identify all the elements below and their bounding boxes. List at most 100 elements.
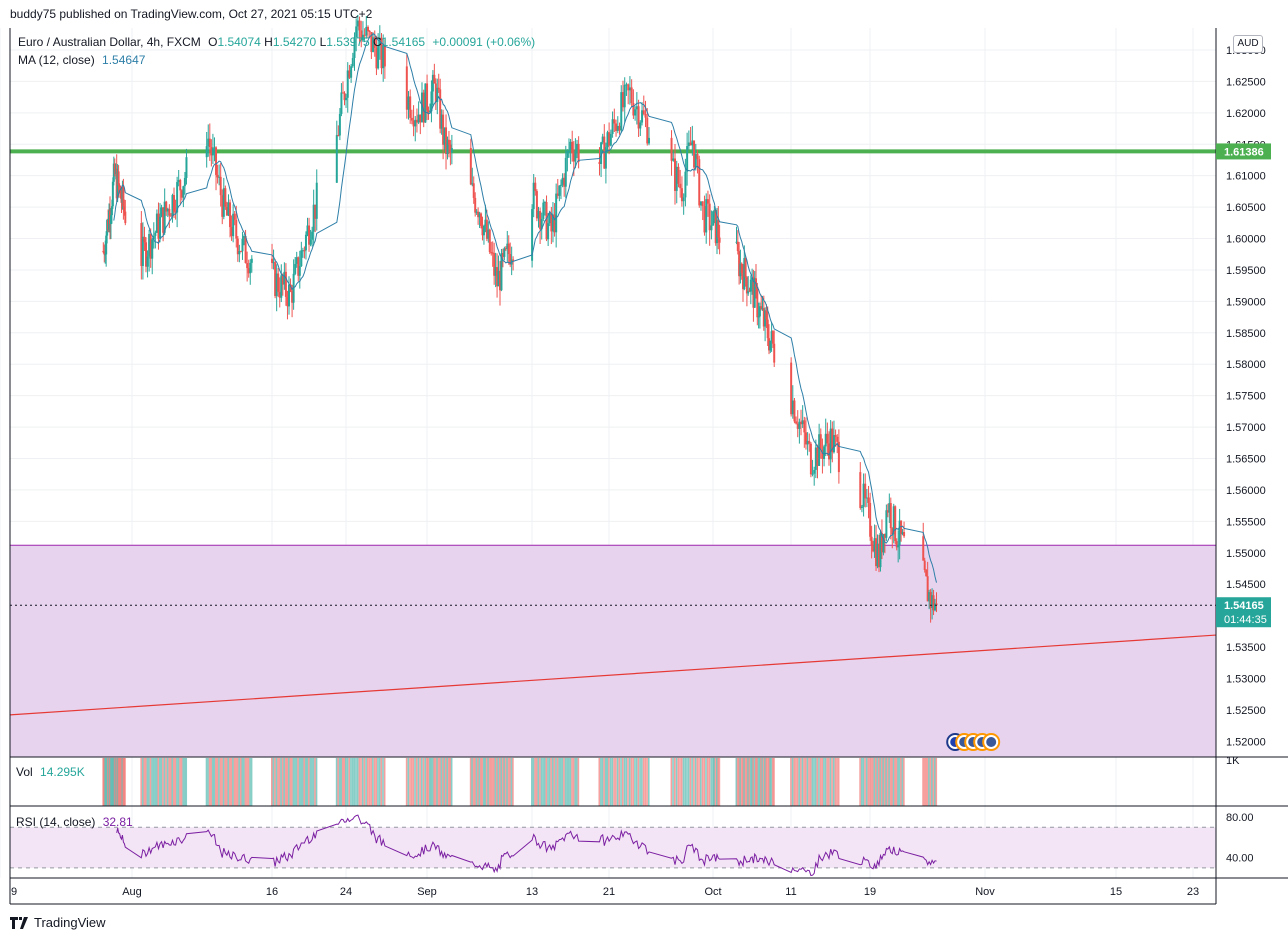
candle xyxy=(225,201,228,216)
candle xyxy=(891,527,894,549)
candle xyxy=(312,189,315,246)
rsi-line xyxy=(116,814,937,877)
candle xyxy=(306,217,309,237)
volume-bar xyxy=(760,758,762,806)
candle xyxy=(117,165,120,198)
candle xyxy=(271,243,274,269)
x-tick-label: Sep xyxy=(417,886,437,898)
volume-bar xyxy=(211,758,214,806)
volume-bar xyxy=(572,758,575,806)
volume-bar xyxy=(687,758,690,806)
volume-bar xyxy=(791,758,794,806)
candle xyxy=(469,138,472,186)
volume-bar xyxy=(630,758,633,806)
candle xyxy=(341,81,344,94)
candle xyxy=(875,525,878,571)
volume-bar xyxy=(931,758,933,806)
volume-bar xyxy=(713,758,716,806)
candle xyxy=(804,417,807,450)
volume-bar xyxy=(832,758,835,806)
volume-bar xyxy=(567,758,570,806)
candle xyxy=(894,505,897,545)
candle xyxy=(497,255,500,287)
volume-bar xyxy=(700,758,702,806)
volume-bar xyxy=(616,758,619,806)
last-price-label: 1.54165 xyxy=(1224,600,1264,612)
candle xyxy=(230,215,233,241)
candle xyxy=(616,116,619,134)
candle xyxy=(409,89,412,124)
candle xyxy=(771,330,774,349)
candle xyxy=(818,423,821,466)
volume-bar xyxy=(745,758,748,806)
candle xyxy=(694,143,697,171)
volume-bar xyxy=(315,758,318,806)
candle xyxy=(795,416,798,425)
volume-bar xyxy=(233,758,236,806)
candle xyxy=(216,164,219,184)
candle xyxy=(700,201,703,211)
x-tick-label: Nov xyxy=(975,886,995,898)
volume-bar xyxy=(504,758,507,806)
volume-bar xyxy=(179,758,181,806)
volume-bar xyxy=(439,758,441,806)
currency-button[interactable]: AUD xyxy=(1233,35,1263,53)
volume-bar xyxy=(798,758,800,806)
volume-bar xyxy=(553,758,556,806)
volume-bar xyxy=(869,758,871,806)
volume-bar xyxy=(152,758,155,806)
candle xyxy=(380,33,383,75)
candle xyxy=(628,76,631,105)
volume-bar xyxy=(168,758,170,806)
volume-bar xyxy=(436,758,438,806)
footer-brand[interactable]: TradingView xyxy=(10,915,106,930)
x-tick-label: 11 xyxy=(785,886,796,898)
candle xyxy=(673,144,676,205)
candle xyxy=(301,247,304,258)
volume-bar xyxy=(744,758,747,806)
candle xyxy=(819,428,822,459)
volume-bar xyxy=(246,758,248,806)
volume-bar xyxy=(714,758,717,806)
volume-bar xyxy=(284,758,287,806)
volume-bar xyxy=(753,758,756,806)
volume-bar xyxy=(434,758,437,806)
candle xyxy=(701,201,704,221)
candle xyxy=(284,263,287,306)
ma-line xyxy=(113,33,937,583)
candle xyxy=(623,77,626,123)
candle xyxy=(169,213,172,217)
candle xyxy=(641,102,644,126)
candle xyxy=(814,439,817,479)
x-tick-label: 23 xyxy=(1187,886,1199,898)
candle xyxy=(865,488,868,508)
volume-bar xyxy=(382,758,384,806)
volume-bar xyxy=(540,758,543,806)
candle xyxy=(604,142,607,184)
candle xyxy=(236,236,239,262)
volume-bar xyxy=(576,758,578,806)
candle xyxy=(185,148,188,185)
candle xyxy=(218,164,221,186)
volume-bar xyxy=(145,758,147,806)
volume-bar xyxy=(143,758,146,806)
volume-bar xyxy=(114,758,117,806)
volume-bar xyxy=(804,758,807,806)
volume-bar xyxy=(236,758,239,806)
candle xyxy=(898,508,901,560)
candle xyxy=(238,244,241,263)
volume-bar xyxy=(539,758,541,806)
volume-bar xyxy=(837,758,840,806)
candle xyxy=(177,169,180,187)
candle xyxy=(246,251,249,282)
volume-bar xyxy=(311,758,313,806)
candle xyxy=(860,504,863,513)
volume-bar xyxy=(274,758,276,806)
candle xyxy=(210,139,213,167)
volume-bar xyxy=(283,758,285,806)
candle xyxy=(790,357,793,417)
candle xyxy=(535,189,538,222)
volume-bar xyxy=(831,758,833,806)
candle xyxy=(897,530,900,563)
candle xyxy=(292,259,295,310)
